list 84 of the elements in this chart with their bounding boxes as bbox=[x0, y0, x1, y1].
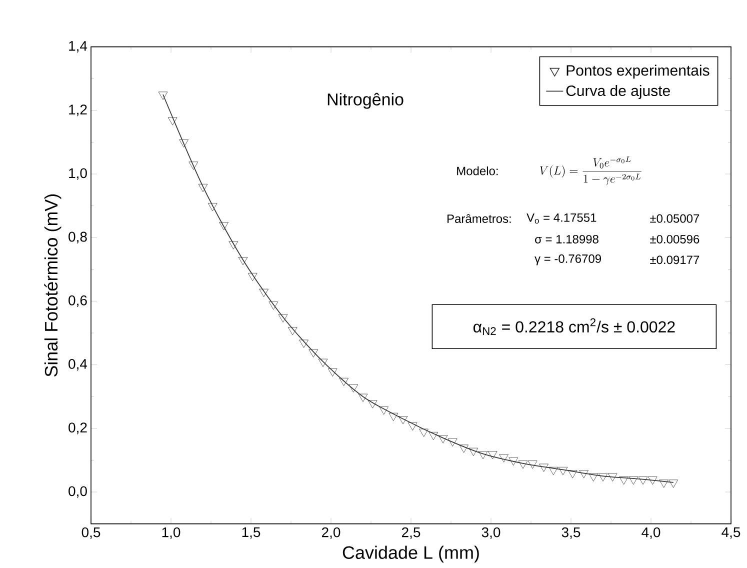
point bbox=[568, 470, 578, 478]
point bbox=[539, 464, 548, 472]
point bbox=[488, 451, 498, 460]
point bbox=[659, 480, 668, 488]
x-tick-label: 3,0 bbox=[482, 527, 500, 539]
point bbox=[339, 378, 348, 386]
point bbox=[388, 412, 398, 422]
point bbox=[168, 117, 178, 126]
point bbox=[468, 448, 478, 456]
x-axis-title: Cavidade L (mm) bbox=[342, 546, 479, 563]
point bbox=[288, 327, 298, 336]
legend-label: Curva de ajuste bbox=[566, 85, 670, 100]
annotation: ±0.05007 bbox=[650, 214, 700, 223]
point bbox=[318, 358, 328, 367]
annotation: Parâmetros: bbox=[448, 214, 511, 223]
y-tick-label: 0,0 bbox=[68, 486, 87, 498]
point bbox=[419, 428, 428, 437]
point bbox=[608, 473, 618, 482]
x-tick-label: 0,5 bbox=[82, 527, 100, 539]
x-tick-label: 4,0 bbox=[642, 527, 660, 539]
annotation: ±0.00596 bbox=[650, 234, 700, 244]
point bbox=[619, 476, 628, 485]
y-axis-title: Sinal Fototérmico (mV) bbox=[44, 194, 62, 377]
point bbox=[588, 473, 598, 482]
legend-label: Pontos experimentais bbox=[566, 64, 710, 79]
y-tick-label: 1,0 bbox=[69, 168, 87, 180]
annotation: Modelo: bbox=[457, 166, 498, 176]
annotation: $V(L) = \frac{V_0 e^{-\sigma_0 L}}{1-\gamma e^{-2\sigma_0 L}}$ bbox=[540, 156, 642, 186]
point bbox=[438, 435, 448, 444]
x-tick-label: 4,5 bbox=[722, 527, 740, 539]
point bbox=[268, 302, 278, 310]
point bbox=[348, 384, 358, 392]
point bbox=[278, 314, 288, 322]
point bbox=[408, 422, 418, 431]
point bbox=[368, 400, 378, 408]
point bbox=[459, 444, 468, 453]
point bbox=[238, 257, 248, 266]
point bbox=[398, 416, 408, 424]
annotation: Nitrogênio bbox=[328, 92, 404, 109]
point bbox=[448, 438, 458, 446]
point bbox=[208, 203, 218, 212]
point bbox=[478, 451, 488, 460]
x-tick-label: 1,5 bbox=[242, 527, 260, 539]
y-tick-label: 0,8 bbox=[68, 232, 87, 244]
annotation: ±0.09177 bbox=[650, 256, 700, 264]
point bbox=[428, 432, 438, 440]
annotation: V$_{o}$ = 4.17551 bbox=[526, 213, 596, 224]
point bbox=[548, 466, 558, 476]
point bbox=[518, 460, 528, 469]
point bbox=[508, 457, 518, 466]
annotation: α$_{N2}$ = 0.2218 cm$^{2}$/s ± 0.0022 bbox=[473, 318, 675, 335]
y-tick-label: 0,6 bbox=[68, 295, 87, 307]
point bbox=[259, 288, 268, 298]
point bbox=[579, 470, 588, 478]
y-tick-label: 0,2 bbox=[68, 422, 87, 434]
point bbox=[528, 460, 538, 469]
y-tick-label: 1,2 bbox=[69, 104, 87, 116]
annotation: σ = 1.18998 bbox=[535, 234, 598, 244]
x-tick-label: 2,0 bbox=[322, 527, 340, 539]
point bbox=[668, 480, 678, 488]
point bbox=[638, 476, 648, 485]
point bbox=[598, 473, 608, 482]
point bbox=[328, 368, 338, 377]
point bbox=[379, 406, 388, 415]
point bbox=[648, 476, 658, 485]
x-tick-label: 2,5 bbox=[402, 527, 420, 539]
point bbox=[558, 466, 568, 476]
point bbox=[299, 340, 308, 348]
point bbox=[308, 349, 318, 358]
annotation: γ = -0.76709 bbox=[534, 254, 601, 266]
point bbox=[628, 476, 638, 485]
point bbox=[198, 184, 208, 192]
point bbox=[219, 222, 228, 230]
point bbox=[228, 241, 238, 250]
point bbox=[188, 162, 198, 170]
point bbox=[158, 92, 168, 100]
x-tick-label: 3,5 bbox=[562, 527, 580, 539]
point bbox=[248, 272, 258, 282]
point bbox=[179, 139, 188, 148]
x-tick-label: 1,0 bbox=[162, 527, 180, 539]
point bbox=[499, 454, 508, 462]
y-tick-label: 1,4 bbox=[69, 41, 88, 53]
y-tick-label: 0,4 bbox=[68, 359, 88, 371]
point bbox=[358, 394, 368, 402]
